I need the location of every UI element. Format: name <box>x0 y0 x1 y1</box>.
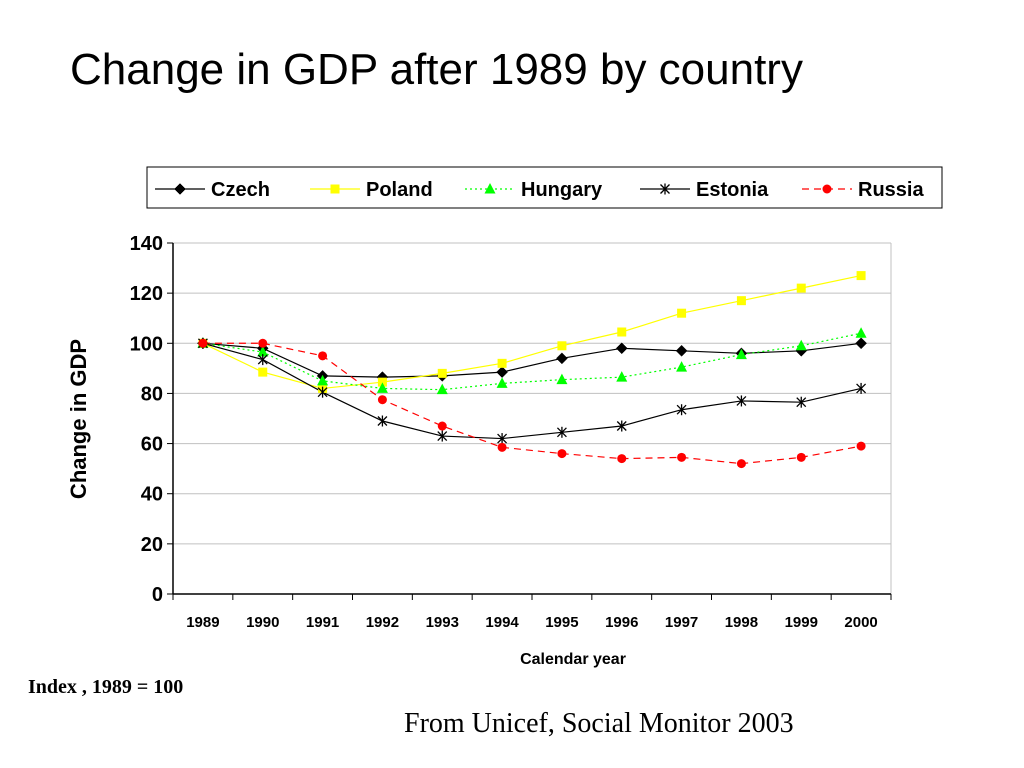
data-point-estonia <box>377 415 388 427</box>
y-tick-label: 0 <box>152 584 163 606</box>
data-point-poland <box>437 368 447 378</box>
data-point-hungary <box>616 371 628 382</box>
data-point-hungary <box>436 383 448 395</box>
data-point-russia <box>736 459 746 469</box>
legend-marker-hungary <box>484 183 496 194</box>
series-line-hungary <box>202 332 862 391</box>
x-tick-label: 2000 <box>844 614 877 631</box>
data-point-poland <box>497 358 507 368</box>
legend-marker-czech <box>174 183 186 195</box>
data-point-russia <box>198 338 208 348</box>
x-tick-label: 1996 <box>605 614 638 631</box>
x-tick-label: 1990 <box>246 614 279 631</box>
y-tick-label: 20 <box>141 534 163 556</box>
data-point-estonia <box>556 426 567 438</box>
data-point-russia <box>677 452 687 462</box>
y-tick-label: 60 <box>141 434 163 456</box>
index-note: Index , 1989 = 100 <box>28 676 184 698</box>
data-point-russia <box>557 449 567 459</box>
series-line-russia <box>202 342 862 465</box>
y-tick-label: 80 <box>141 383 163 405</box>
x-axis-label: Calendar year <box>520 651 626 668</box>
data-point-hungary <box>795 339 807 351</box>
data-point-russia <box>318 351 328 361</box>
data-point-estonia <box>497 433 508 445</box>
chart-series <box>197 271 867 469</box>
data-point-hungary <box>855 327 867 338</box>
legend-label-czech: Czech <box>211 179 270 201</box>
data-point-hungary <box>676 361 688 372</box>
data-point-poland <box>677 308 687 318</box>
source-credit: From Unicef, Social Monitor 2003 <box>404 708 794 739</box>
data-point-russia <box>617 454 627 464</box>
data-point-russia <box>856 441 866 451</box>
data-point-czech <box>556 352 568 365</box>
series-line-poland <box>202 275 862 390</box>
x-tick-label: 1992 <box>366 614 399 631</box>
data-point-estonia <box>796 396 807 408</box>
data-point-hungary <box>317 374 329 386</box>
data-point-poland <box>377 377 387 387</box>
data-point-estonia <box>257 354 268 366</box>
chart-axes: 0 20 40 60 80 100 120 140 1989 1990 1991 1992 1993 19… <box>130 233 892 631</box>
data-point-russia <box>497 442 507 452</box>
y-tick-label: 140 <box>130 233 163 255</box>
legend-label-russia: Russia <box>858 179 924 201</box>
x-tick-label: 1998 <box>725 614 758 631</box>
data-point-poland <box>258 367 268 377</box>
data-point-hungary <box>496 377 508 388</box>
chart-legend: Czech Poland Hungary Estonia Russia <box>146 166 943 209</box>
data-point-estonia <box>616 420 627 432</box>
data-point-poland <box>856 271 866 281</box>
data-point-poland <box>557 341 567 351</box>
data-point-estonia <box>736 395 747 407</box>
y-axis-label: Change in GDP <box>66 339 91 499</box>
x-tick-label: 1993 <box>426 614 459 631</box>
x-tick-label: 1991 <box>306 614 339 631</box>
legend-label-estonia: Estonia <box>696 179 769 201</box>
data-point-poland <box>796 283 806 293</box>
data-point-estonia <box>856 382 867 394</box>
data-point-poland <box>736 296 746 306</box>
data-point-russia <box>377 395 387 405</box>
legend-marker-russia <box>822 184 832 194</box>
data-point-russia <box>258 338 268 348</box>
data-point-hungary <box>257 346 269 357</box>
legend-label-hungary: Hungary <box>521 179 603 201</box>
legend-marker-poland <box>330 184 340 194</box>
data-point-czech <box>675 344 688 357</box>
series-line-estonia <box>202 342 862 440</box>
y-tick-label: 100 <box>130 333 163 355</box>
legend-marker-estonia <box>660 183 670 195</box>
series-line-czech <box>202 342 862 378</box>
data-point-czech <box>615 342 628 355</box>
chart-gridlines <box>173 242 892 594</box>
x-tick-label: 1995 <box>545 614 578 631</box>
data-point-russia <box>437 421 447 431</box>
data-point-hungary <box>376 382 388 393</box>
data-point-czech <box>855 337 867 350</box>
data-point-estonia <box>437 430 448 442</box>
data-point-russia <box>796 452 806 462</box>
data-point-estonia <box>317 386 328 398</box>
x-tick-label: 1997 <box>665 614 698 631</box>
y-tick-label: 120 <box>130 283 163 305</box>
data-point-czech <box>496 366 508 378</box>
data-point-hungary <box>735 348 747 360</box>
data-point-poland <box>617 327 627 337</box>
y-tick-label: 40 <box>141 484 163 506</box>
data-point-estonia <box>676 404 687 416</box>
legend-box <box>146 166 943 209</box>
x-tick-label: 1994 <box>485 614 519 631</box>
x-tick-label: 1999 <box>785 614 818 631</box>
data-point-hungary <box>556 373 568 385</box>
slide-title: Change in GDP after 1989 by country <box>70 45 803 94</box>
legend-label-poland: Poland <box>366 179 433 201</box>
x-tick-label: 1989 <box>186 614 219 631</box>
